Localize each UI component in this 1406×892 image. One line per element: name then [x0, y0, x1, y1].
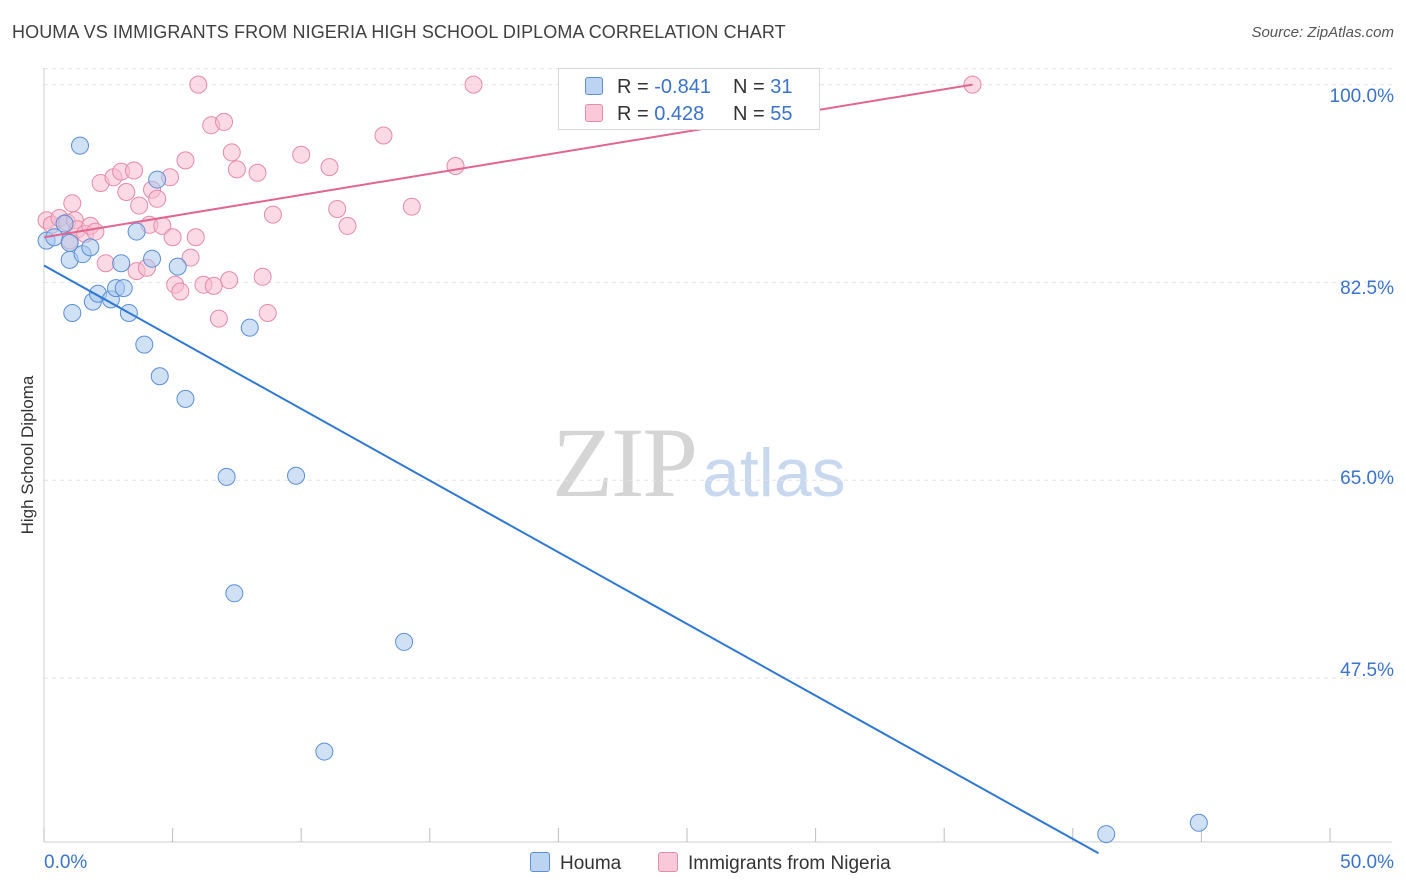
series-legend: Houma Immigrants from Nigeria — [0, 852, 1406, 878]
houma-point — [150, 367, 169, 386]
nigeria-point — [292, 145, 311, 164]
houma-point — [395, 632, 414, 651]
houma-point — [114, 279, 133, 298]
nigeria-point — [263, 205, 282, 224]
nigeria-point — [222, 143, 241, 162]
x-tick-label-min: 0.0% — [44, 852, 88, 873]
nigeria-n: N = 55 — [733, 103, 793, 125]
y-tick-label-100: 100.0% — [1329, 86, 1394, 107]
y-tick-label-47-5: 47.5% — [1340, 660, 1394, 681]
houma-r: R = -0.841 — [617, 76, 711, 98]
nigeria-point — [163, 228, 182, 247]
legend-houma-swatch — [530, 852, 550, 872]
houma-point — [287, 466, 306, 485]
houma-point — [315, 742, 334, 761]
nigeria-point — [189, 75, 208, 94]
houma-point — [71, 136, 90, 155]
nigeria-point — [209, 309, 228, 328]
houma-point — [148, 170, 167, 189]
houma-swatch — [585, 77, 603, 95]
houma-trend-line — [43, 264, 1100, 855]
nigeria-point — [125, 161, 144, 180]
houma-point — [168, 257, 187, 276]
houma-point — [55, 214, 74, 233]
chart-title: HOUMA VS IMMIGRANTS FROM NIGERIA HIGH SC… — [12, 22, 786, 42]
watermark: ZIPatlas — [552, 405, 846, 520]
nigeria-point — [253, 267, 272, 286]
nigeria-r: R = 0.428 — [617, 103, 705, 125]
y-tick-label-65: 65.0% — [1340, 468, 1394, 489]
houma-point — [240, 318, 259, 337]
houma-point — [1189, 813, 1208, 832]
nigeria-point — [248, 163, 267, 182]
houma-point — [176, 389, 195, 408]
nigeria-point — [374, 126, 393, 145]
houma-point — [143, 249, 162, 268]
nigeria-point — [220, 271, 239, 290]
nigeria-point — [328, 199, 347, 218]
nigeria-point — [176, 151, 195, 170]
nigeria-point — [130, 196, 149, 215]
nigeria-point — [464, 75, 483, 94]
nigeria-point — [181, 248, 200, 267]
nigeria-point — [446, 157, 465, 175]
houma-point — [135, 335, 154, 354]
nigeria-point — [258, 303, 277, 322]
nigeria-swatch — [585, 104, 603, 122]
nigeria-point — [320, 158, 339, 177]
legend-item-nigeria: Immigrants from Nigeria — [658, 852, 891, 875]
nigeria-point — [227, 160, 246, 179]
nigeria-point — [171, 282, 190, 301]
y-tick-label-82-5: 82.5% — [1340, 278, 1394, 299]
nigeria-point — [96, 254, 115, 273]
nigeria-point — [186, 228, 205, 247]
nigeria-point — [86, 222, 105, 241]
source-label: Source: ZipAtlas.com — [1251, 24, 1394, 41]
stats-legend: R = -0.841 N = 31 R = 0.428 N = 55 — [558, 68, 820, 130]
houma-point — [63, 303, 82, 322]
houma-point — [225, 584, 244, 603]
houma-n: N = 31 — [733, 76, 793, 98]
nigeria-point — [338, 216, 357, 235]
nigeria-point — [402, 197, 421, 216]
legend-houma-label: Houma — [560, 853, 622, 874]
houma-point — [1097, 825, 1116, 844]
x-tick-label-max: 50.0% — [1340, 852, 1394, 873]
nigeria-point — [148, 189, 167, 208]
nigeria-point — [204, 276, 223, 295]
nigeria-point — [117, 183, 136, 201]
houma-point — [112, 254, 131, 273]
legend-nigeria-label: Immigrants from Nigeria — [688, 853, 891, 874]
nigeria-point — [215, 112, 234, 131]
legend-nigeria-swatch — [658, 852, 678, 872]
houma-point — [127, 222, 146, 241]
houma-point — [81, 238, 100, 257]
houma-point — [217, 467, 236, 486]
nigeria-point — [63, 194, 82, 213]
watermark-zip: ZIP — [552, 407, 698, 518]
watermark-atlas: atlas — [702, 435, 846, 511]
legend-item-houma: Houma — [530, 852, 621, 875]
